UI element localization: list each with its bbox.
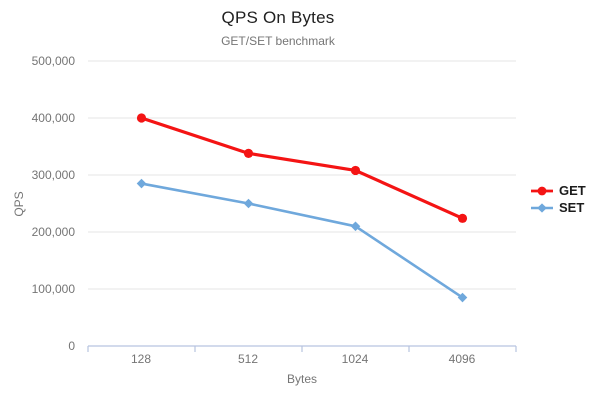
get-line-circle-icon (531, 186, 553, 196)
get-point (350, 165, 361, 176)
chart-subtitle: GET/SET benchmark (221, 34, 335, 48)
legend: GET SET (531, 184, 586, 215)
set-point (457, 292, 468, 303)
y-tick-100000: 100,000 (31, 282, 75, 296)
x-tick-512: 512 (237, 352, 259, 366)
set-point (350, 221, 361, 232)
x-tick-1024: 1024 (341, 352, 369, 366)
legend-label-get: GET (559, 183, 586, 198)
get-point (136, 113, 147, 123)
y-tick-400000: 400,000 (31, 111, 75, 125)
y-tick-200000: 200,000 (31, 225, 75, 239)
legend-item-set[interactable]: SET (531, 201, 586, 215)
x-tick-4096: 4096 (448, 352, 476, 366)
chart-title: QPS On Bytes (221, 8, 335, 27)
legend-label-set: SET (559, 200, 585, 215)
set-line-diamond-icon (531, 203, 553, 213)
y-tick-300000: 300,000 (31, 168, 75, 182)
get-line (139, 116, 465, 220)
set-point (136, 178, 147, 189)
set-line (140, 182, 464, 299)
set-point (243, 198, 254, 209)
get-point (243, 148, 254, 158)
get-point (457, 213, 468, 223)
x-tick-128: 128 (130, 352, 152, 366)
y-tick-500000: 500,000 (31, 54, 75, 68)
x-axis-title: Bytes (286, 372, 317, 386)
legend-item-get[interactable]: GET (531, 184, 586, 198)
y-tick-0: 0 (68, 339, 75, 353)
